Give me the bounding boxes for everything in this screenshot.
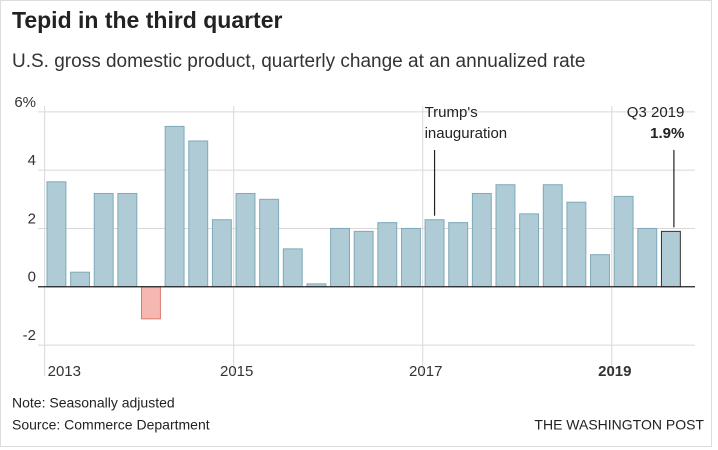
source: Source: Commerce Department <box>12 417 210 433</box>
bar <box>519 213 540 288</box>
bar <box>282 248 303 288</box>
bar <box>141 286 161 320</box>
bar <box>542 184 563 288</box>
bar <box>637 227 658 288</box>
bar <box>660 230 681 288</box>
x-tick-label: 2013 <box>48 363 81 380</box>
bar <box>259 198 280 288</box>
x-tick-label: 2015 <box>220 363 253 380</box>
x-tick-label: 2019 <box>598 363 631 380</box>
annotation-text: Trump's <box>425 104 478 121</box>
y-tick-label: 2 <box>28 210 36 227</box>
bar <box>495 184 516 288</box>
bar <box>613 195 634 288</box>
bar <box>377 222 398 288</box>
bar <box>93 192 114 288</box>
bar <box>164 125 185 288</box>
bar <box>330 227 350 288</box>
y-tick-label: 6% <box>14 94 36 111</box>
bar <box>590 254 610 288</box>
bar <box>235 192 256 288</box>
bar <box>448 222 469 288</box>
y-tick-label: 4 <box>28 152 36 169</box>
bar <box>70 271 91 288</box>
bar <box>566 201 587 288</box>
bar <box>424 219 445 288</box>
note: Note: Seasonally adjusted <box>12 395 175 411</box>
y-tick-label: 0 <box>28 269 36 286</box>
bar <box>117 192 138 288</box>
bar <box>46 181 67 288</box>
bar <box>211 219 232 288</box>
annotation-text: 1.9% <box>650 125 684 142</box>
annotation-text: Q3 2019 <box>627 104 685 121</box>
credit: THE WASHINGTON POST <box>534 417 704 433</box>
chart-subtitle: U.S. gross domestic product, quarterly c… <box>12 51 586 72</box>
annotation-text: inauguration <box>425 125 508 142</box>
bar <box>353 230 374 288</box>
y-tick-label: -2 <box>23 327 36 344</box>
x-tick-label: 2017 <box>409 363 442 380</box>
bar <box>471 192 492 288</box>
chart-title: Tepid in the third quarter <box>12 7 283 33</box>
bar <box>400 227 421 288</box>
bar <box>188 140 209 288</box>
